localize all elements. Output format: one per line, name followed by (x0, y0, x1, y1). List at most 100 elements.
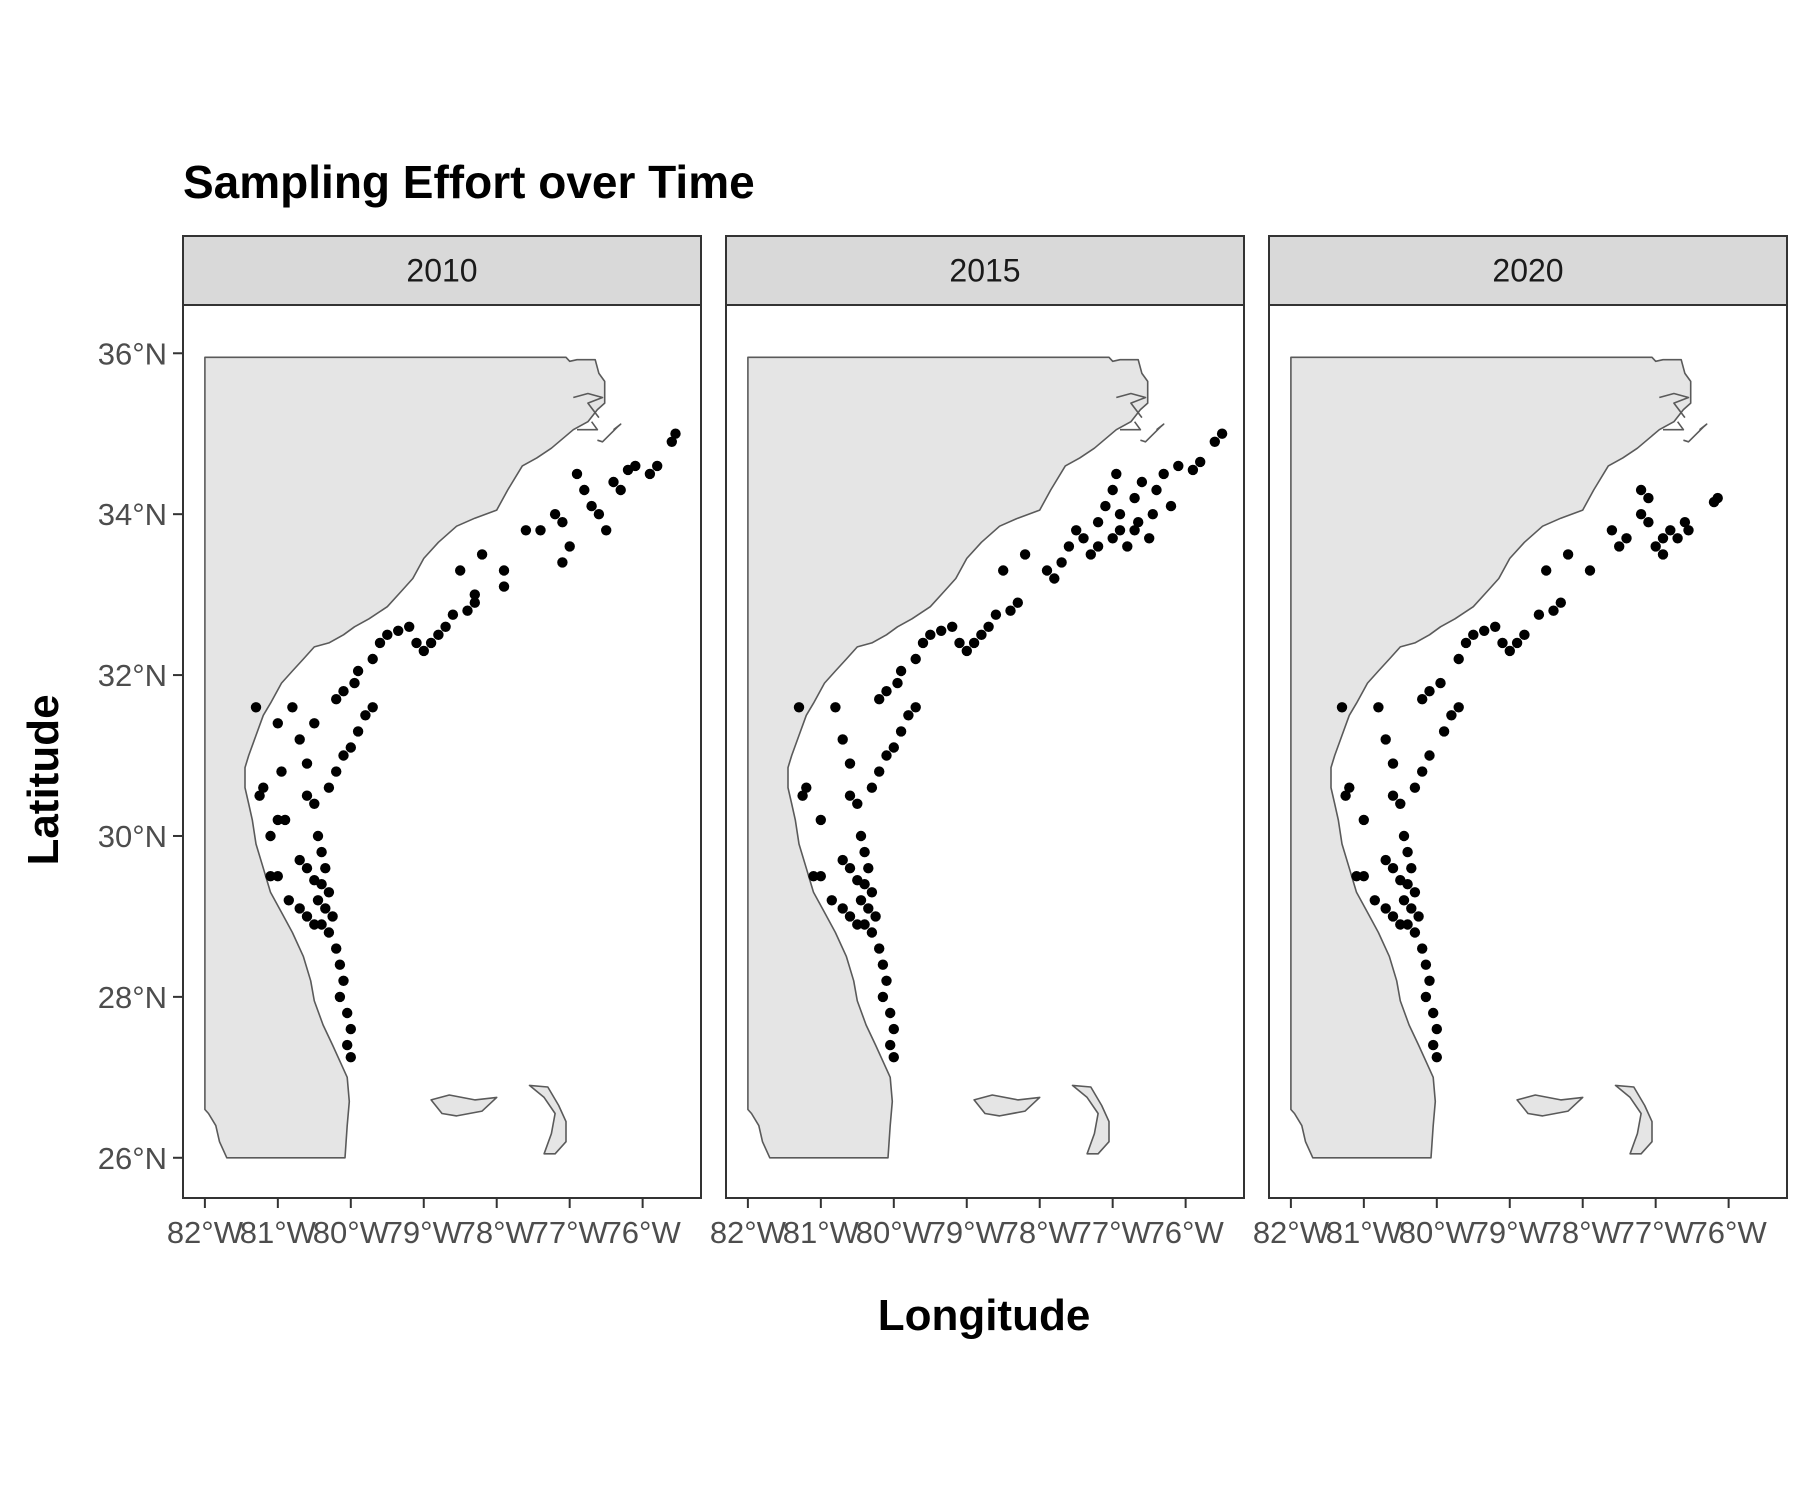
sample-point (644, 468, 656, 480)
sample-point (312, 830, 324, 842)
sample-point (338, 686, 349, 697)
x-tick-label: 82°W (167, 1215, 244, 1250)
sample-point (1187, 464, 1199, 476)
sample-point (936, 625, 947, 636)
sample-point (1413, 911, 1424, 922)
sample-point (312, 895, 324, 906)
sample-point (1541, 565, 1552, 576)
map-layer (204, 356, 681, 1159)
y-tick-label: 32°N (98, 658, 167, 693)
sample-point (1358, 871, 1370, 882)
sample-point (1100, 500, 1111, 512)
sample-point (1409, 887, 1421, 898)
coastline-detail (1116, 392, 1147, 419)
sample-point (349, 677, 360, 689)
sample-point (1369, 895, 1381, 906)
sample-point (888, 1052, 899, 1063)
sample-point (1504, 645, 1516, 657)
sample-point (425, 637, 437, 649)
x-tick-label: 81°W (240, 1215, 317, 1250)
sample-point (885, 1007, 896, 1019)
sample-point (404, 621, 415, 632)
coastline-detail (577, 421, 599, 431)
island-polygon (1071, 1084, 1110, 1155)
sample-point (393, 625, 404, 636)
sample-point (279, 814, 291, 826)
sample-point (411, 637, 422, 649)
sample-point (265, 871, 276, 882)
sample-point (1657, 549, 1669, 560)
sample-point (374, 637, 386, 649)
sample-point (345, 1023, 356, 1035)
sample-point (294, 854, 305, 866)
sample-point (874, 694, 885, 705)
sample-point (1460, 637, 1472, 649)
sample-point (557, 557, 568, 568)
sample-point (1511, 637, 1523, 649)
sample-point (1380, 854, 1391, 866)
sample-point (630, 460, 641, 472)
x-tick-label: 77°W (532, 1215, 609, 1250)
sample-point (1635, 484, 1647, 496)
sample-point (866, 887, 878, 898)
y-axis-title: Latitude (19, 694, 68, 865)
sample-point (998, 565, 1009, 576)
x-tick-label: 77°W (1075, 1215, 1152, 1250)
sample-point (1424, 750, 1435, 761)
sample-point (1122, 541, 1133, 552)
sample-point (549, 509, 561, 520)
sample-point (1438, 726, 1450, 737)
sample-point (885, 1039, 896, 1051)
sample-point (593, 509, 605, 520)
sample-point (976, 629, 987, 640)
island-polygon (430, 1094, 498, 1117)
sample-point (1129, 525, 1140, 536)
sample-point (615, 484, 626, 496)
sample-point (1650, 541, 1661, 552)
sample-point (954, 637, 965, 649)
sample-point (367, 702, 378, 713)
sample-point (1635, 509, 1647, 520)
sample-point (1195, 456, 1206, 468)
sample-point (498, 565, 510, 576)
sample-point (1114, 525, 1126, 536)
x-tick-label: 82°W (710, 1215, 787, 1250)
sample-point (327, 911, 338, 922)
sample-point (331, 694, 342, 705)
sample-point (1431, 1052, 1443, 1063)
sample-point (301, 790, 313, 801)
x-tick-label: 76°W (1148, 1215, 1225, 1250)
mainland-polygon (1290, 356, 1692, 1159)
island-polygon (973, 1094, 1041, 1117)
sample-point (1584, 565, 1596, 576)
sample-point (1402, 846, 1413, 858)
sample-point (283, 895, 294, 906)
sample-point (837, 854, 848, 866)
sample-point (342, 1039, 353, 1051)
sample-point (866, 782, 878, 793)
sample-point (1216, 428, 1228, 439)
sample-point (815, 814, 826, 826)
sample-point (1490, 621, 1501, 632)
x-tick-label: 78°W (1002, 1215, 1079, 1250)
sample-point (1344, 782, 1355, 793)
sample-point (859, 919, 870, 930)
y-tick-label: 26°N (98, 1141, 167, 1176)
sample-point (1107, 484, 1118, 496)
sample-point (1351, 871, 1362, 882)
facet-strip-label: 2010 (406, 253, 477, 289)
sample-point (855, 830, 867, 842)
x-tick-label: 81°W (783, 1215, 860, 1250)
sample-point (1657, 533, 1669, 544)
x-tick-label: 82°W (1253, 1215, 1330, 1250)
sample-point (1614, 541, 1625, 552)
sample-point (367, 653, 378, 665)
sample-point (1158, 468, 1169, 480)
sample-point (830, 702, 841, 713)
facet-strip-label: 2020 (1492, 253, 1563, 289)
sample-point (1428, 1007, 1439, 1019)
facet-panel-2020: 2020 82°W81°W80°W79°W78°W77°W76°W (1253, 235, 1788, 1250)
sample-point (1555, 597, 1567, 608)
sample-point (1417, 694, 1428, 705)
sample-point (535, 525, 546, 536)
